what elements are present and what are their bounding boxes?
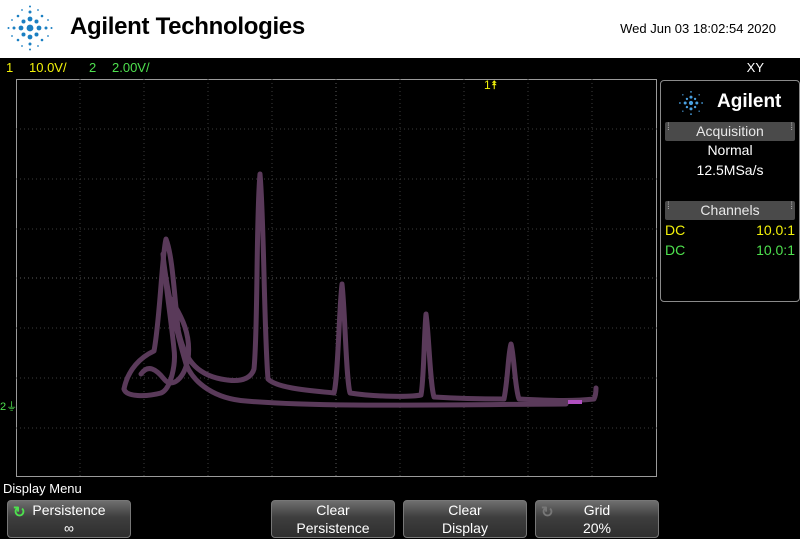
ch1-number[interactable]: 1: [6, 60, 14, 75]
xy-trace: [121, 171, 599, 408]
persistence-softkey[interactable]: ↻ Persistence ∞: [7, 500, 131, 538]
agilent-spark-icon: [7, 5, 53, 51]
ch1-scale[interactable]: 10.0V/: [29, 60, 67, 75]
side-brand: Agilent: [717, 91, 782, 112]
channels-header[interactable]: ⁞ Channels ⁞: [665, 201, 795, 220]
sample-rate: 12.5MSa/s: [696, 162, 764, 178]
ch2-probe: 10.0:1: [756, 242, 795, 258]
grid-label: Grid: [583, 502, 611, 518]
ch2-scale[interactable]: 2.00V/: [112, 60, 150, 75]
channel-status-bar: 1 10.0V/ 2 2.00V/ XY: [0, 58, 800, 78]
timebase-mode: XY: [746, 60, 764, 75]
rotate-arrow-icon: ↻: [13, 504, 26, 521]
ch1-probe: 10.0:1: [756, 222, 795, 238]
grid-softkey[interactable]: ↻ Grid 20%: [535, 500, 659, 538]
datetime: Wed Jun 03 18:02:54 2020: [620, 21, 776, 36]
clear-display-line1: Clear: [448, 502, 482, 518]
trigger-level-marker[interactable]: 1⯭: [484, 78, 498, 92]
clear-persistence-line1: Clear: [316, 502, 350, 518]
channels-title: Channels: [700, 202, 760, 218]
clear-display-line2: Display: [442, 520, 488, 536]
brand-title: Agilent Technologies: [70, 13, 305, 40]
clear-persistence-line2: Persistence: [296, 520, 370, 536]
acquisition-title: Acquisition: [696, 123, 764, 139]
ch1-coupling: DC: [665, 222, 686, 238]
ch2-marker-label: 2: [0, 401, 7, 413]
persistence-label: Persistence: [32, 502, 106, 518]
waveform-display[interactable]: [16, 79, 657, 477]
acquisition-header[interactable]: ⁞ Acquisition ⁞: [665, 122, 795, 141]
grid-value: 20%: [582, 520, 612, 536]
ch2-coupling: DC: [665, 242, 686, 258]
trigger-marker-label: 1: [484, 78, 491, 92]
graticule: [16, 79, 657, 477]
clear-persistence-softkey[interactable]: Clear Persistence: [271, 500, 395, 538]
info-panel: Agilent ⁞ Acquisition ⁞ Normal 12.5MSa/s…: [660, 80, 800, 302]
acquisition-mode: Normal: [707, 142, 753, 158]
side-logo: Agilent: [661, 85, 799, 119]
agilent-spark-icon: [679, 91, 703, 115]
rotate-arrow-icon: ↻: [541, 504, 554, 521]
ch2-number[interactable]: 2: [89, 60, 97, 75]
ch2-ground-marker[interactable]: 2⏚: [0, 401, 18, 413]
trace-cursor: [568, 400, 582, 404]
persistence-value: ∞: [64, 520, 74, 536]
menu-title: Display Menu: [3, 481, 82, 496]
clear-display-softkey[interactable]: Clear Display: [403, 500, 527, 538]
header-bar: Agilent Technologies Wed Jun 03 18:02:54…: [0, 0, 800, 58]
